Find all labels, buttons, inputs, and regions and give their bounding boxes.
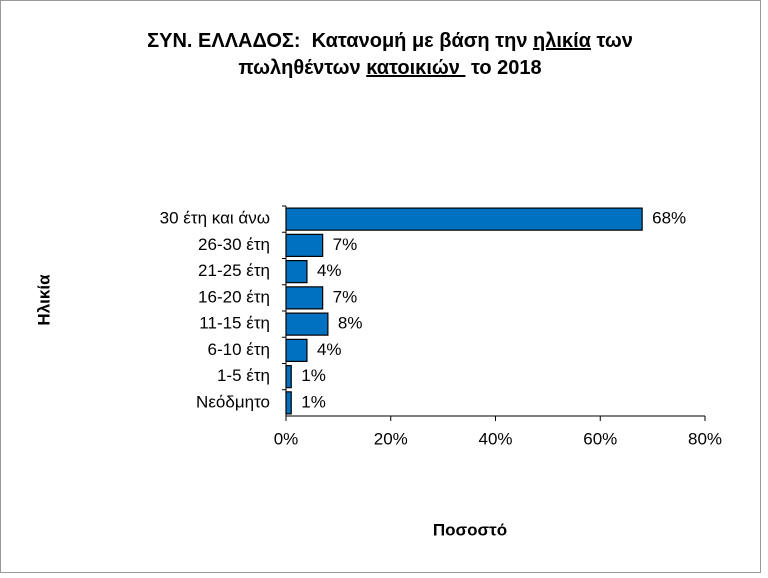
x-tick-label: 0% bbox=[274, 429, 299, 448]
data-label: 7% bbox=[333, 287, 358, 306]
bar bbox=[285, 338, 308, 363]
bar bbox=[285, 233, 324, 258]
x-tick-label: 40% bbox=[478, 429, 512, 448]
y-tick-label: 1-5 έτη bbox=[217, 366, 270, 385]
x-tick-label: 60% bbox=[583, 429, 617, 448]
x-tick-label: 80% bbox=[688, 429, 722, 448]
data-label: 4% bbox=[317, 261, 342, 280]
chart-title: ΣΥΝ. ΕΛΛΑΔΟΣ: Κατανομή με βάση την ηλικί… bbox=[147, 30, 633, 52]
data-label: 7% bbox=[333, 235, 358, 254]
data-label: 1% bbox=[301, 392, 326, 411]
bar bbox=[285, 207, 643, 231]
y-tick-label: 30 έτη και άνω bbox=[160, 209, 270, 228]
y-tick-label: 21-25 έτη bbox=[198, 261, 270, 280]
bar bbox=[285, 260, 308, 284]
title-segment: το 2018 bbox=[465, 57, 541, 79]
x-axis-title: Ποσοστό bbox=[433, 520, 507, 539]
y-axis-title: Ηλικία bbox=[34, 274, 53, 326]
y-tick-label: Νεόδμητο bbox=[196, 392, 270, 411]
y-tick-label: 6-10 έτη bbox=[208, 340, 271, 359]
bar bbox=[285, 365, 292, 389]
title-segment: κατοικιών bbox=[366, 57, 465, 79]
data-label: 1% bbox=[301, 366, 326, 385]
y-tick-label: 16-20 έτη bbox=[198, 287, 270, 306]
data-label: 8% bbox=[338, 314, 363, 333]
bar bbox=[285, 286, 324, 310]
title-segment: πωληθέντων bbox=[238, 57, 366, 79]
x-tick-label: 20% bbox=[374, 429, 408, 448]
title-segment: ΣΥΝ. ΕΛΛΑΔΟΣ: Κατανομή με βάση την bbox=[147, 30, 533, 52]
title-segment: ηλικία bbox=[533, 30, 592, 52]
bar bbox=[285, 391, 292, 415]
data-label: 4% bbox=[317, 340, 342, 359]
bar bbox=[285, 312, 329, 336]
chart-title: πωληθέντων κατοικιών το 2018 bbox=[238, 57, 541, 79]
title-segment: των bbox=[591, 30, 633, 52]
data-label: 68% bbox=[652, 209, 686, 228]
y-tick-label: 11-15 έτη bbox=[199, 314, 270, 333]
y-tick-label: 26-30 έτη bbox=[198, 235, 270, 254]
